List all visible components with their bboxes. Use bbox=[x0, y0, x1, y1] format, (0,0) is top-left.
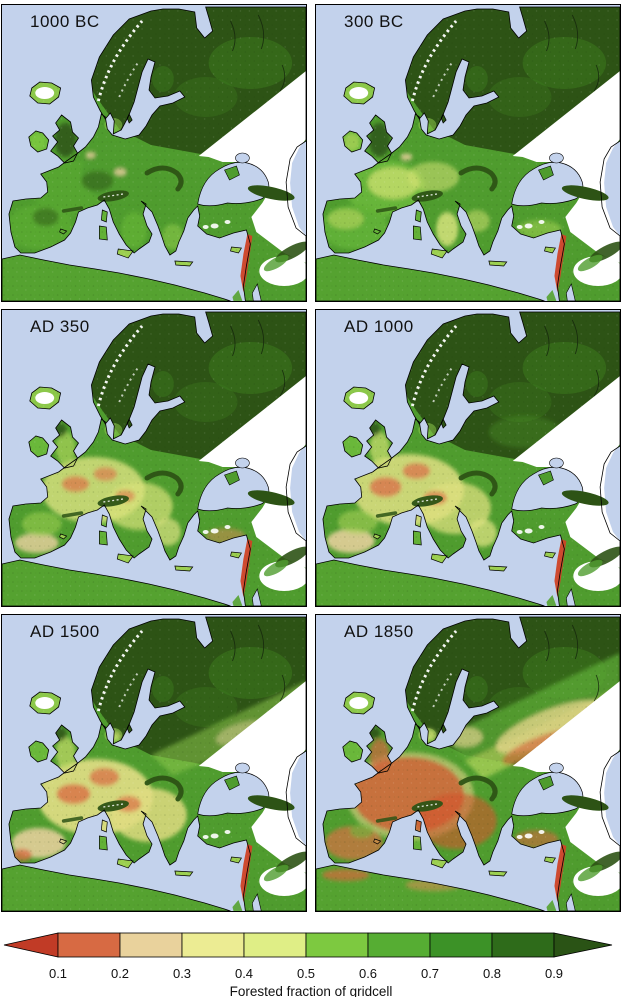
panel-label: AD 1850 bbox=[344, 622, 414, 641]
colorbar-tick-label: 0.9 bbox=[544, 966, 564, 981]
map-panel-ad350: AD 350 bbox=[1, 309, 307, 607]
colorbar-tick-label: 0.2 bbox=[110, 966, 130, 981]
panel-label: AD 1000 bbox=[344, 317, 414, 336]
colorbar-segment bbox=[119, 932, 183, 958]
map-panel-ad1850: AD 1850 bbox=[315, 614, 621, 912]
colorbar-underflow-arrow bbox=[3, 932, 59, 958]
europe-map-ad1000 bbox=[316, 310, 620, 606]
colorbar-tick-label: 0.4 bbox=[234, 966, 254, 981]
colorbar-segment bbox=[305, 932, 369, 958]
europe-map-300bc bbox=[316, 5, 620, 301]
colorbar-tick-label: 0.7 bbox=[420, 966, 440, 981]
colorbar-tick-label: 0.3 bbox=[172, 966, 192, 981]
colorbar-segment bbox=[429, 932, 493, 958]
europe-map-ad1500 bbox=[2, 615, 306, 911]
colorbar-bar bbox=[3, 932, 613, 958]
map-panel-ad1000: AD 1000 bbox=[315, 309, 621, 607]
panel-label: 1000 BC bbox=[30, 12, 100, 31]
panel-label: AD 350 bbox=[30, 317, 90, 336]
colorbar-segment bbox=[491, 932, 555, 958]
colorbar-tick-label: 0.1 bbox=[48, 966, 68, 981]
europe-map-1000bc bbox=[2, 5, 306, 301]
colorbar-segment bbox=[57, 932, 121, 958]
colorbar-segment bbox=[367, 932, 431, 958]
map-panel-ad1500: AD 1500 bbox=[1, 614, 307, 912]
panel-label: 300 BC bbox=[344, 12, 404, 31]
map-panel-300bc: 300 BC bbox=[315, 4, 621, 302]
colorbar: 0.1 0.2 0.3 0.4 0.5 0.6 0.7 0.8 0.9 Forested fra… bbox=[0, 924, 622, 997]
map-panel-1000bc: 1000 BC bbox=[1, 4, 307, 302]
colorbar-overflow-arrow bbox=[553, 932, 613, 958]
colorbar-tick-label: 0.5 bbox=[296, 966, 316, 981]
colorbar-ticks: 0.1 0.2 0.3 0.4 0.5 0.6 0.7 0.8 0.9 bbox=[0, 966, 622, 982]
colorbar-tick-label: 0.8 bbox=[482, 966, 502, 981]
colorbar-tick-label: 0.6 bbox=[358, 966, 378, 981]
map-grid: 1000 BC 300 bbox=[1, 4, 621, 912]
europe-map-ad350 bbox=[2, 310, 306, 606]
colorbar-segment bbox=[181, 932, 245, 958]
colorbar-segment bbox=[243, 932, 307, 958]
panel-label: AD 1500 bbox=[30, 622, 100, 641]
europe-map-ad1850 bbox=[316, 615, 620, 911]
colorbar-title: Forested fraction of gridcell bbox=[229, 984, 393, 997]
